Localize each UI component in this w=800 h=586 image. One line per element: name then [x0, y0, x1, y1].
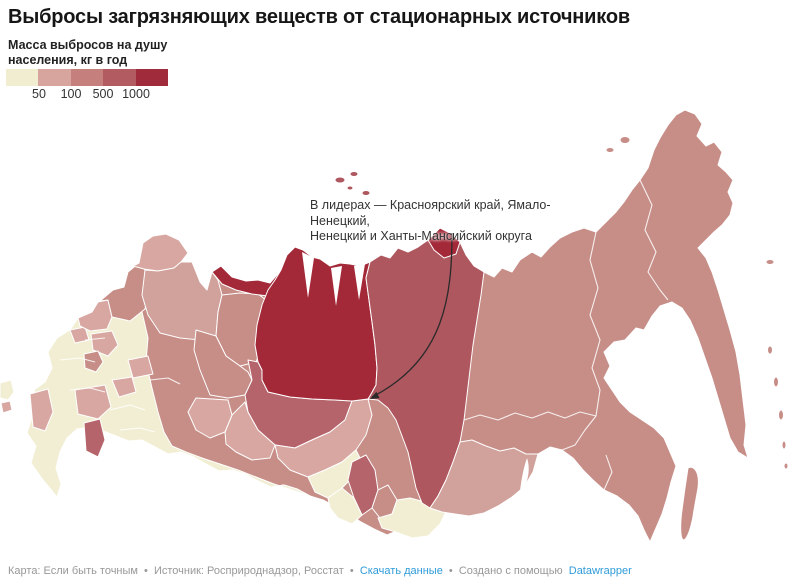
border-yakutia-magadan — [589, 231, 601, 417]
legend-label-line2: населения, кг в год — [8, 52, 128, 67]
kuril-island-2[interactable] — [773, 376, 779, 388]
border-west-4 — [119, 427, 156, 433]
footer-separator: • — [448, 565, 453, 577]
kuril-island-5[interactable] — [783, 462, 789, 470]
region-tver[interactable] — [90, 330, 119, 357]
footer-separator: • — [349, 565, 354, 577]
annotation-arrowhead — [370, 391, 380, 399]
border-west-1 — [59, 357, 96, 363]
border-west-2 — [69, 387, 106, 393]
annotation-arrow-line — [371, 232, 453, 398]
kuril-island-4[interactable] — [781, 440, 787, 450]
commander-island[interactable] — [765, 259, 775, 265]
region-omsk-novosibirsk[interactable] — [274, 398, 373, 478]
legend-swatch-4 — [103, 69, 136, 86]
region-irkutsk-buryatia[interactable] — [429, 439, 539, 517]
severnaya-zemlya-island-2[interactable] — [349, 171, 359, 177]
legend-tick-50: 50 — [32, 87, 46, 101]
border-primorye — [603, 454, 613, 491]
border-west-5 — [84, 337, 106, 341]
region-astrakhan[interactable] — [83, 418, 106, 458]
legend: Масса выбросов на душу населения, кг в г… — [6, 38, 208, 101]
region-crimea[interactable] — [0, 379, 15, 401]
region-bashkortostan[interactable] — [187, 397, 233, 439]
region-sakhalin[interactable] — [680, 466, 699, 541]
region-saratov[interactable] — [74, 384, 112, 420]
region-leningrad[interactable] — [77, 299, 113, 332]
russia-map — [0, 109, 789, 543]
kuril-island-1[interactable] — [767, 345, 773, 355]
annotation-line1: В лидерах — Красноярский край, Ямало-Нен… — [310, 198, 551, 228]
region-arkhangelsk[interactable] — [141, 261, 223, 341]
datawrapper-link[interactable]: Datawrapper — [568, 565, 632, 577]
region-penza[interactable] — [111, 376, 137, 398]
legend-ticks: 50 100 500 1000 — [6, 87, 168, 101]
legend-swatch-3 — [70, 69, 104, 86]
lake-baikal — [519, 458, 529, 497]
border-magadan-khabarovsk — [561, 415, 597, 451]
map-annotation: В лидерах — Красноярский край, Ямало-Нен… — [310, 198, 610, 245]
footer-credit: Карта: Если быть точным — [8, 565, 138, 577]
legend-tick-500: 500 — [92, 87, 114, 101]
taz-gulf-inlet — [331, 266, 342, 306]
border-west-3 — [109, 404, 146, 411]
severnaya-zemlya-island-1[interactable] — [334, 176, 346, 184]
yenisei-gulf-inlet — [354, 264, 365, 300]
footer-separator: • — [144, 565, 148, 577]
legend-swatch-1 — [6, 69, 39, 86]
new-siberian-island[interactable] — [605, 147, 615, 153]
legend-color-scale — [6, 69, 169, 86]
severnaya-zemlya-island-3[interactable] — [346, 185, 354, 191]
footer-source: Источник: Росприроднадзор, Росстат — [153, 565, 344, 577]
legend-tick-1000: 1000 — [122, 87, 150, 101]
download-data-link[interactable]: Скачать данные — [359, 565, 443, 577]
footer: Карта: Если быть точным • Источник: Росп… — [8, 565, 635, 577]
legend-tick-100: 100 — [60, 87, 82, 101]
border-yakutia-south — [463, 411, 597, 421]
legend-swatch-2 — [38, 69, 71, 86]
footer-made-with: Создано с помощью — [458, 565, 563, 577]
border-amur-khabarovsk — [537, 453, 553, 501]
region-nizhny[interactable] — [127, 355, 154, 379]
region-kaliningrad[interactable] — [0, 400, 13, 414]
region-altai-republic[interactable] — [327, 487, 363, 525]
annotation-line2: Ненецкий и Ханты-Мансийский округа — [310, 229, 532, 243]
region-volgograd[interactable] — [29, 388, 54, 432]
ob-gulf-inlet — [302, 252, 314, 298]
page-title: Выбросы загрязняющих веществ от стациона… — [8, 6, 630, 28]
wrangel-island[interactable] — [619, 136, 631, 144]
border-west-6 — [149, 377, 181, 385]
border-chukotka — [639, 179, 669, 301]
kuril-island-3[interactable] — [778, 409, 784, 421]
legend-swatch-5 — [135, 69, 169, 86]
severnaya-zemlya-island-4[interactable] — [361, 190, 371, 196]
legend-label-line1: Масса выбросов на душу — [8, 38, 168, 52]
